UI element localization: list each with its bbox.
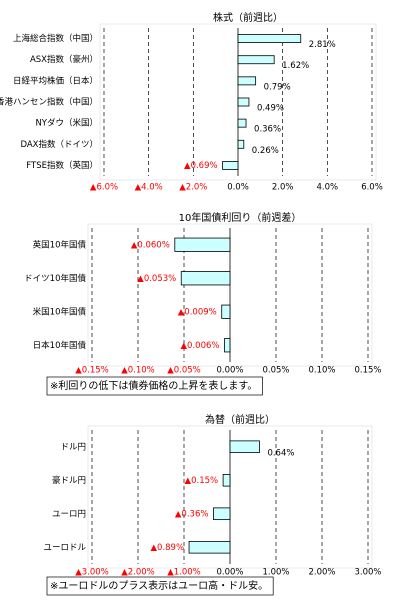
x-tick-label: ▲0.15% [75,366,109,376]
bar [213,507,231,521]
value-label: ▲0.009% [178,307,217,317]
category-label: 米国10年国債 [33,306,87,317]
x-tick-label: ▲2.00% [121,568,155,578]
value-label: ▲0.053% [137,274,176,284]
value-label: 1.62% [282,61,309,71]
bar [229,440,260,454]
bar [180,271,231,286]
value-label: 0.36% [254,125,281,135]
note-box [46,576,274,596]
x-tick-label: ▲3.00% [75,568,109,578]
x-tick-label: 0.00% [216,366,243,376]
bar [222,161,239,170]
bar [222,473,231,487]
plot-frame [87,425,373,569]
note: ※利回りの低下は債券価格の上昇を表します。 [50,379,257,392]
bar [237,97,250,107]
category-label: 上海総合指数（中国） [13,33,98,44]
x-tick-label: 0.00% [216,568,243,578]
value-label: ▲0.15% [185,476,219,486]
x-tick-label: 0.15% [354,366,381,376]
value-label: 0.79% [264,82,291,92]
note: ※ユーロドルのプラス表示はユーロ高・ドル安。 [50,579,268,592]
x-tick-label: 0.0% [227,183,249,193]
bar [174,237,231,252]
x-tick-label: 2.0% [272,183,294,193]
plot-frame [99,23,377,181]
x-tick-label: ▲0.10% [121,366,155,376]
x-tick-label: 4.0% [317,183,339,193]
category-label: ドル円 [60,442,86,452]
x-tick-label: ▲1.00% [167,568,201,578]
value-label: ▲0.060% [131,240,170,250]
x-tick-label: ▲4.0% [135,183,163,193]
bar [237,34,302,43]
x-tick-label: 1.00% [262,568,289,578]
chart-title: 株式（前週比） [213,11,283,24]
value-label: 0.64% [267,448,294,458]
category-label: 英国10年国債 [33,239,87,250]
bar [237,139,245,149]
value-label: ▲0.69% [184,161,218,171]
category-label: 豪ドル円 [52,475,86,486]
chart-title: 10年国債利回り（前週差） [179,211,302,224]
category-label: ユーロドル [43,543,86,553]
value-label: ▲0.006% [181,341,220,351]
x-tick-label: 2.00% [308,568,335,578]
category-label: 日経平均株価（日本） [13,75,98,86]
value-label: 2.81% [309,40,336,50]
bar [237,76,257,86]
x-tick-label: ▲2.0% [179,183,207,193]
x-tick-label: 0.05% [262,366,289,376]
category-label: ASX指数（豪州） [30,54,98,65]
category-label: NYダウ（米国） [35,118,98,129]
x-tick-label: 6.0% [361,183,383,193]
category-label: DAX指数（ドイツ） [20,139,98,150]
value-label: ▲0.89% [151,543,185,553]
bar [224,338,231,353]
value-label: 0.49% [257,104,284,114]
x-tick-label: 3.00% [354,568,381,578]
category-label: ドイツ10年国債 [24,273,86,284]
value-label: 0.26% [252,146,279,156]
category-label: 香港ハンセン指数（中国） [0,97,98,108]
x-tick-label: ▲6.0% [90,183,118,193]
category-label: ユーロ円 [52,509,86,519]
bar [237,118,247,128]
bar [188,540,231,554]
category-label: 日本10年国債 [33,340,87,351]
bar [237,55,275,65]
value-label: ▲0.36% [175,509,209,519]
x-tick-label: ▲0.05% [167,366,201,376]
category-label: FTSE指数（英国） [26,160,98,171]
chart-title: 為替（前週比） [205,413,275,426]
note-box [46,376,263,396]
plot-frame [87,223,373,367]
bar [221,304,231,319]
x-tick-label: 0.10% [308,366,335,376]
